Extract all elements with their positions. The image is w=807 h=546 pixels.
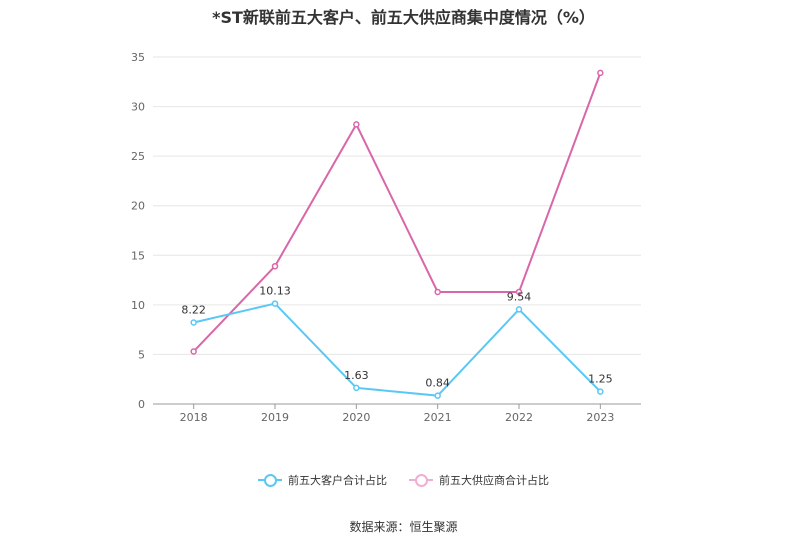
legend-marker-suppliers-icon <box>409 473 433 487</box>
series-line-0 <box>193 302 602 397</box>
data-label-0-2019: 10.13 <box>259 285 291 298</box>
legend-marker-customers-icon <box>258 473 282 487</box>
x-tick-label-2023: 2023 <box>586 411 614 424</box>
series-0-point-2023 <box>597 388 604 395</box>
series-1-point-2020 <box>353 121 360 128</box>
data-label-0-2022: 9.54 <box>507 290 532 303</box>
series-0-point-2019 <box>271 300 279 307</box>
x-tick-label-2021: 2021 <box>424 411 452 424</box>
grid-lines <box>153 56 641 355</box>
data-source: 数据来源：恒生聚源 <box>349 520 458 534</box>
data-labels: 8.22 10.13 1.63 0.84 9.54 1.25 <box>181 285 612 390</box>
y-tick-label-35: 35 <box>131 51 145 64</box>
y-tick-label-15: 15 <box>131 249 145 262</box>
y-tick-label-0: 0 <box>138 398 145 411</box>
series-1-point-2022 <box>515 288 523 296</box>
y-tick-label-30: 30 <box>131 101 145 114</box>
legend-label-suppliers: 前五大供应商合计占比 <box>439 474 549 487</box>
x-tick-label-2022: 2022 <box>505 411 533 424</box>
x-tick-label-2018: 2018 <box>180 411 208 424</box>
series-1-point-2023 <box>597 69 604 77</box>
legend: 前五大客户合计占比 前五大供应商合计占比 <box>0 472 807 488</box>
x-tick-label-2020: 2020 <box>342 411 370 424</box>
series-line-1 <box>192 72 602 353</box>
data-label-0-2023: 1.25 <box>588 373 613 386</box>
series-1-point-2021 <box>434 288 441 296</box>
series-0-point-2022 <box>515 306 523 313</box>
y-tick-label-5: 5 <box>138 348 145 361</box>
y-tick-label-10: 10 <box>131 299 145 312</box>
data-label-0-2018: 8.22 <box>181 304 206 317</box>
data-label-0-2020: 1.63 <box>344 369 369 382</box>
chart-title: *ST新联前五大客户、前五大供应商集中度情况（%） <box>212 8 595 27</box>
series-0-point-2020 <box>353 384 360 392</box>
axes: 0 5 10 15 20 25 30 35 2018 2019 2020 2021 2022 2023 <box>131 51 641 424</box>
y-tick-label-20: 20 <box>131 200 145 213</box>
series-1-point-2018 <box>190 348 197 355</box>
y-tick-label-25: 25 <box>131 150 145 163</box>
series-0-point-2018 <box>190 319 197 326</box>
series-lines <box>190 69 604 399</box>
series-0-point-2021 <box>434 392 441 399</box>
legend-item-suppliers[interactable]: 前五大供应商合计占比 <box>409 472 549 488</box>
x-tick-label-2019: 2019 <box>261 411 289 424</box>
legend-item-customers[interactable]: 前五大客户合计占比 <box>258 472 387 488</box>
data-label-0-2021: 0.84 <box>425 377 450 390</box>
legend-label-customers: 前五大客户合计占比 <box>288 474 387 487</box>
series-1-point-2019 <box>271 262 279 270</box>
